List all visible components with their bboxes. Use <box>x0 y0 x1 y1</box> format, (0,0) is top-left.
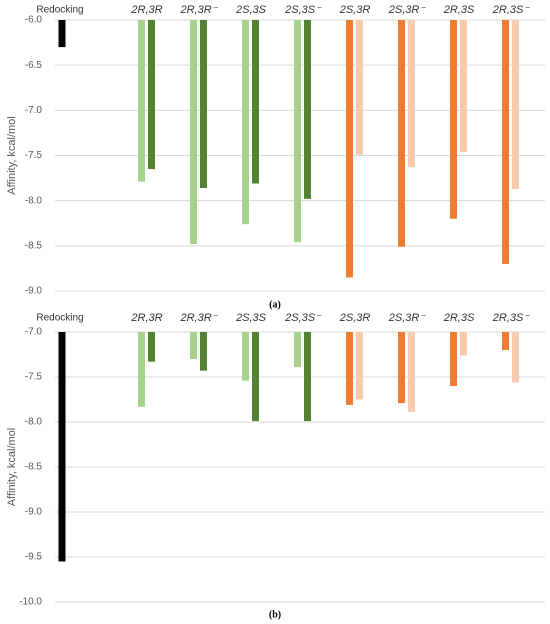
bar <box>356 20 363 155</box>
y-tick-label: -7.5 <box>25 150 43 161</box>
bar <box>294 332 301 368</box>
y-tick-label: -8.0 <box>25 195 43 206</box>
chart-title: (a) <box>269 299 281 310</box>
y-tick-label: -9.0 <box>25 507 43 518</box>
bar <box>148 332 155 362</box>
bar <box>408 20 415 168</box>
y-tick-label: -8.5 <box>25 240 43 251</box>
y-tick-label: -6.0 <box>25 15 43 26</box>
y-tick-label: -8.5 <box>25 462 43 473</box>
x-tick-label: 2R,3R⁻ <box>180 312 219 324</box>
bar <box>502 20 509 264</box>
bar <box>148 20 155 170</box>
bar <box>242 20 249 225</box>
x-tick-label: 2R,3S⁻ <box>492 312 531 324</box>
x-tick-label: 2R,3R⁻ <box>180 4 219 16</box>
bar <box>398 332 405 404</box>
bar <box>502 332 509 350</box>
bar <box>460 20 467 152</box>
bar <box>346 20 353 278</box>
x-tick-label: 2S,3R⁻ <box>388 4 427 16</box>
bar <box>58 332 66 562</box>
x-tick-label: Redocking <box>36 313 83 324</box>
bar <box>460 332 467 356</box>
x-tick-label: 2S,3R⁻ <box>388 312 427 324</box>
bar <box>450 332 457 386</box>
y-tick-label: -8.0 <box>25 417 43 428</box>
x-tick-label: 2R,3S⁻ <box>492 4 531 16</box>
bar <box>252 332 259 422</box>
x-tick-label: 2R,3S <box>443 4 475 16</box>
bar <box>304 332 311 422</box>
bar <box>356 332 363 400</box>
y-axis-label: Affinity, kcal/mol <box>6 116 18 194</box>
y-tick-label: -6.5 <box>25 60 43 71</box>
x-tick-label: 2S,3R <box>339 312 371 324</box>
x-tick-label: Redocking <box>36 5 83 16</box>
bar <box>408 332 415 413</box>
x-tick-label: 2S,3R <box>339 4 371 16</box>
bar <box>346 332 353 405</box>
y-tick-label: -7.5 <box>25 372 43 383</box>
bar <box>58 20 66 48</box>
x-tick-label: 2S,3S <box>235 312 267 324</box>
bar <box>138 332 145 407</box>
y-axis-label: Affinity, kcal/mol <box>6 428 18 506</box>
bar <box>190 20 197 245</box>
bar <box>398 20 405 247</box>
chart-title: (b) <box>269 609 281 620</box>
y-tick-label: -9.5 <box>25 552 43 563</box>
bar <box>450 20 457 219</box>
bar <box>200 20 207 189</box>
bar <box>138 20 145 182</box>
y-tick-label: -10.0 <box>19 597 42 608</box>
x-tick-label: 2S,3S⁻ <box>284 4 322 16</box>
x-tick-label: 2S,3S⁻ <box>284 312 322 324</box>
x-tick-label: 2R,3S <box>443 312 475 324</box>
y-tick-label: -7.0 <box>25 327 43 338</box>
bar <box>294 20 301 243</box>
bar <box>190 332 197 359</box>
y-tick-label: -9.0 <box>25 286 43 297</box>
bar <box>512 332 519 383</box>
bar <box>512 20 519 189</box>
x-tick-label: 2S,3S <box>235 4 267 16</box>
x-tick-label: 2R,3R <box>130 312 162 324</box>
bar <box>242 332 249 381</box>
bar <box>304 20 311 199</box>
y-tick-label: -7.0 <box>25 105 43 116</box>
bar <box>252 20 259 184</box>
x-tick-label: 2R,3R <box>130 4 162 16</box>
bar <box>200 332 207 371</box>
